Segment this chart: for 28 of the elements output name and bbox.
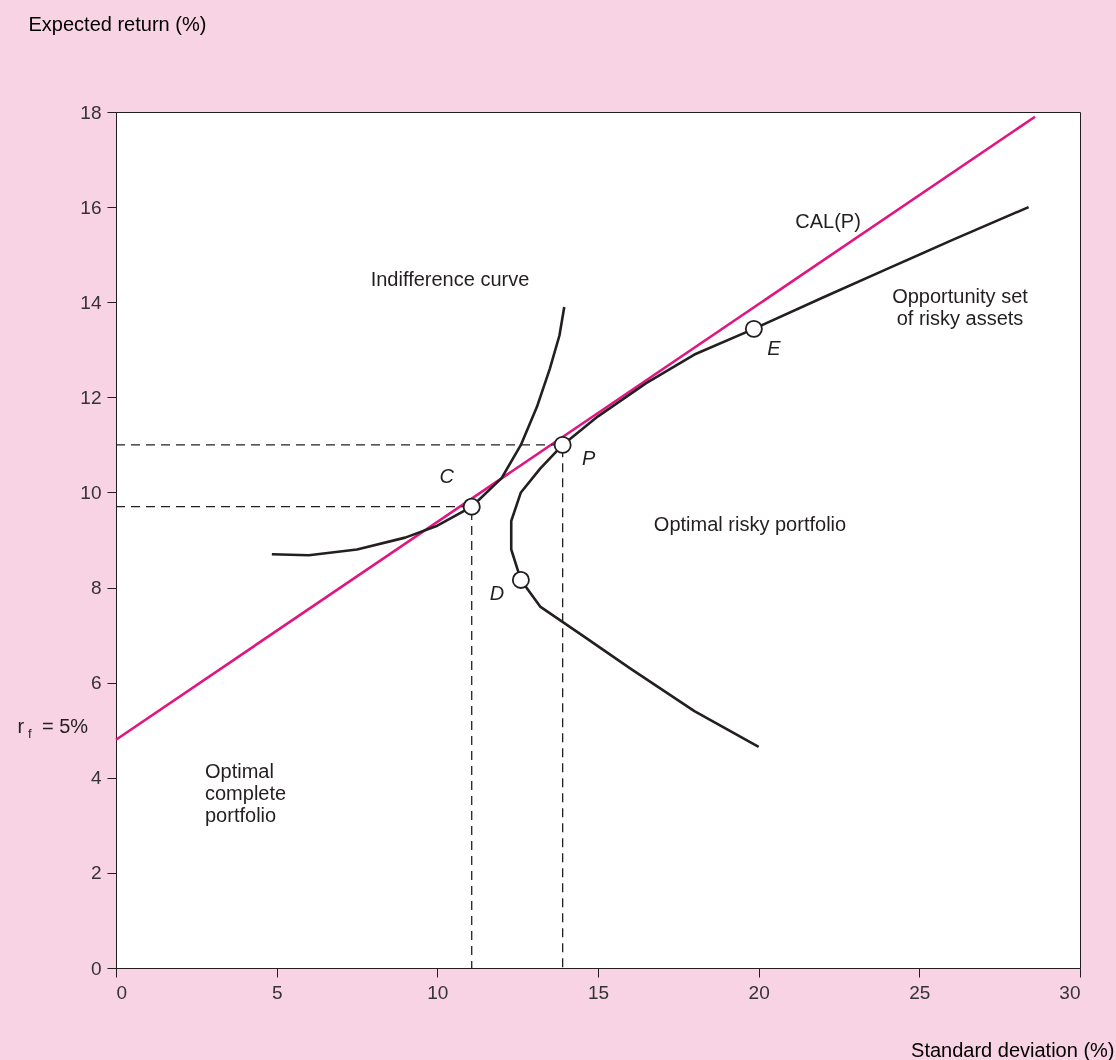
x-tick-label: 25: [909, 981, 931, 1003]
annotation: Optimal complete portfolio: [205, 760, 287, 826]
y-tick-label: 12: [80, 386, 102, 408]
data-label: P: [581, 446, 596, 469]
x-tick-label: 5: [271, 981, 283, 1003]
data-label: C: [439, 464, 455, 487]
y-tick-label: 14: [80, 291, 102, 313]
y-tick-label: 6: [90, 672, 102, 694]
x-tick-label: 20: [748, 981, 770, 1003]
annotation: Opportunity set of risky assets: [892, 285, 1029, 329]
y-tick-label: 2: [90, 862, 102, 884]
y-tick-label: 18: [80, 101, 102, 123]
x-tick-label: 30: [1059, 981, 1081, 1003]
x-tick-label: 0: [116, 981, 128, 1003]
data-label: D: [489, 581, 505, 604]
annotation: Indifference curve: [370, 268, 530, 290]
annotation: CAL(P): [795, 210, 861, 232]
x-tick-label: 10: [427, 981, 449, 1003]
y-tick-label: 8: [90, 577, 102, 599]
y-tick-label: 0: [90, 957, 102, 979]
y-tick-label: 10: [80, 481, 102, 503]
y-axis-title: Expected return (%): [28, 12, 207, 35]
x-tick-label: 15: [587, 981, 610, 1003]
y-tick-label: 16: [80, 196, 102, 218]
data-label: E: [767, 336, 782, 359]
x-axis-title: Standard deviation (%): [911, 1038, 1115, 1060]
annotation: Optimal risky portfolio: [653, 513, 847, 535]
y-tick-label: 4: [90, 767, 102, 789]
